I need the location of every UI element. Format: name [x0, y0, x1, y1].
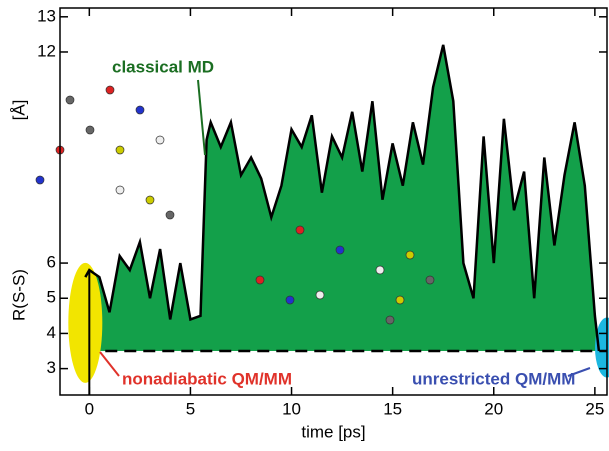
- molecule-atom: [115, 185, 125, 195]
- x-tick-label: 5: [186, 399, 195, 418]
- molecule-atom: [85, 125, 95, 135]
- x-tick-label: 10: [282, 399, 301, 418]
- molecule-atom: [255, 275, 265, 285]
- y-tick-label: 4: [47, 323, 56, 342]
- molecule-atom: [405, 250, 415, 260]
- molecule-atom: [155, 135, 165, 145]
- highlight-ellipse: [595, 317, 609, 378]
- molecule-atom: [285, 295, 295, 305]
- molecule-atom: [335, 245, 345, 255]
- molecule-atom: [35, 175, 45, 185]
- molecule-atom: [425, 275, 435, 285]
- annotation-pointer: [197, 79, 206, 156]
- annotation-pointer: [99, 351, 120, 377]
- x-tick-label: 20: [484, 399, 503, 418]
- y-tick-label: 13: [37, 6, 56, 25]
- annotation: unrestricted QM/MM: [412, 369, 575, 388]
- x-tick-label: 0: [85, 399, 94, 418]
- x-tick-label: 15: [383, 399, 402, 418]
- molecule-atom: [105, 85, 115, 95]
- molecule-atom: [395, 295, 405, 305]
- x-tick-label: 25: [585, 399, 604, 418]
- annotation: nonadiabatic QM/MM: [122, 369, 292, 388]
- x-axis-label: time [ps]: [301, 422, 365, 441]
- molecule-atom: [115, 145, 125, 155]
- y-tick-label: 12: [37, 41, 56, 60]
- molecule-atom: [65, 95, 75, 105]
- area-fill: [85, 44, 599, 352]
- molecule-atom: [385, 315, 395, 325]
- annotation: classical MD: [112, 57, 214, 76]
- y-tick-label: 3: [47, 358, 56, 377]
- molecule-atom: [375, 265, 385, 275]
- y-tick-label: 5: [47, 288, 56, 307]
- y-axis-label: [Å]: [9, 100, 28, 121]
- annotation-pointer: [567, 367, 591, 377]
- line: [84, 44, 601, 352]
- molecule-atom: [135, 105, 145, 115]
- y-axis-label: R(S-S): [9, 269, 28, 321]
- highlight-ellipse: [68, 262, 103, 383]
- molecule-atom: [145, 195, 155, 205]
- molecule-atom: [295, 225, 305, 235]
- molecule-atom: [165, 210, 175, 220]
- molecule-atom: [315, 290, 325, 300]
- plot-frame: [59, 7, 608, 396]
- y-tick-label: 6: [47, 253, 56, 272]
